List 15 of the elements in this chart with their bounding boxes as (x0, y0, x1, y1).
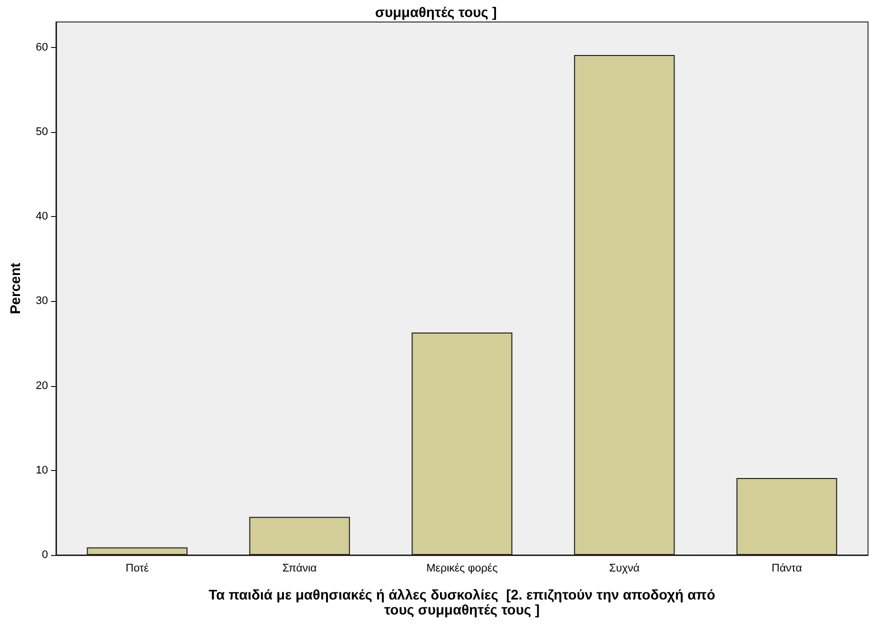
x-tick-label: Μερικές φορές (426, 562, 498, 574)
y-tick-label: 50 (36, 126, 48, 138)
y-tick-label: 20 (36, 380, 48, 392)
y-tick-label: 10 (36, 464, 48, 476)
chart-title: συμμαθητές τους ] (375, 4, 497, 20)
y-tick-label: 60 (36, 41, 48, 54)
y-tick-label: 0 (42, 549, 48, 561)
y-tick-label: 40 (36, 210, 48, 223)
x-tick-label: Πάντα (772, 562, 803, 574)
y-tick-label: 30 (36, 295, 48, 308)
x-tick-label: Σπάνια (282, 562, 318, 574)
x-tick-label: Ποτέ (126, 562, 149, 574)
x-tick-label: Συχνά (609, 562, 640, 574)
x-axis-title: Τα παιδιά με μαθησιακές ή άλλες δυσκολίες [2. επιζητούν την αποδοχή από τους συμμαθητές τους ] (208, 586, 716, 618)
y-axis-title: Percent (7, 262, 23, 314)
